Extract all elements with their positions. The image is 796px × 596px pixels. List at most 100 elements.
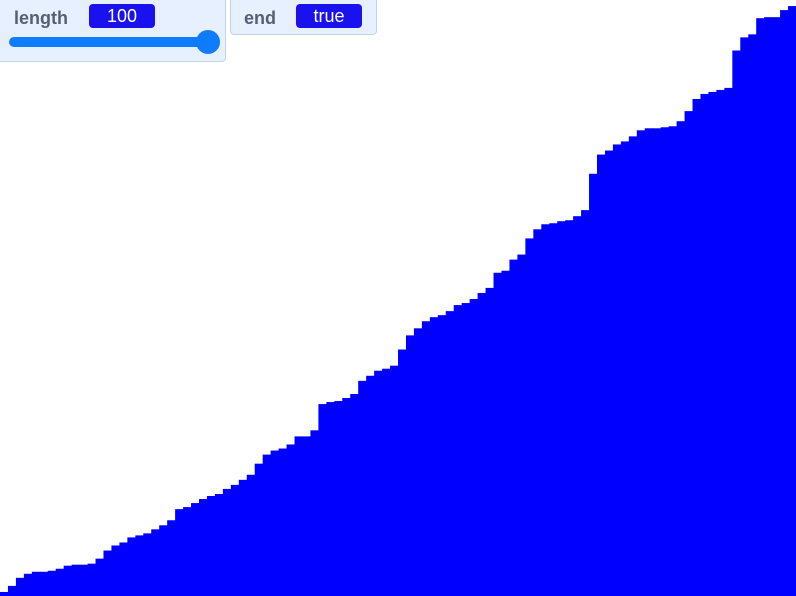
bar-9: [71, 564, 81, 596]
bar-32: [254, 463, 264, 596]
bar-60: [477, 292, 487, 596]
bar-17: [135, 535, 144, 596]
bar-50: [398, 349, 407, 596]
length-variable-monitor: length 100: [0, 0, 226, 62]
bar-30: [238, 479, 248, 596]
bar-52: [413, 328, 423, 596]
bar-48: [382, 368, 391, 596]
bar-83: [660, 127, 670, 596]
bar-42: [334, 401, 343, 596]
bar-0: [0, 591, 9, 596]
bar-18: [143, 533, 152, 596]
bar-63: [501, 270, 511, 596]
bar-16: [127, 537, 136, 596]
bar-12: [95, 558, 105, 596]
bar-24: [191, 503, 200, 596]
bar-97: [772, 17, 781, 596]
bar-41: [326, 402, 335, 596]
bar-14: [111, 545, 120, 596]
bar-73: [581, 210, 590, 596]
end-variable-monitor: end true: [230, 0, 377, 35]
bar-93: [740, 37, 749, 596]
bar-34: [270, 450, 280, 596]
bar-49: [390, 365, 399, 596]
bar-96: [764, 17, 773, 596]
bar-28: [222, 488, 232, 596]
bar-55: [437, 315, 447, 596]
bar-45: [358, 380, 367, 596]
bar-64: [509, 259, 518, 596]
bar-25: [199, 499, 208, 596]
bar-44: [350, 393, 359, 596]
bar-31: [246, 474, 256, 596]
bar-57: [453, 305, 463, 596]
bar-38: [302, 436, 312, 596]
bar-82: [652, 128, 662, 596]
bar-79: [628, 136, 638, 596]
bar-92: [732, 50, 741, 596]
bar-29: [230, 484, 240, 596]
bar-91: [724, 87, 733, 596]
bar-6: [47, 570, 57, 596]
bar-3: [23, 573, 33, 596]
bar-85: [676, 121, 686, 596]
bar-95: [756, 18, 765, 596]
bar-8: [63, 565, 73, 596]
bar-78: [620, 141, 630, 596]
bar-23: [183, 507, 192, 596]
bar-75: [597, 154, 606, 596]
bar-13: [103, 550, 113, 596]
bar-89: [708, 91, 717, 596]
bar-88: [700, 93, 710, 596]
length-value: 100: [89, 4, 155, 28]
bar-77: [612, 144, 622, 596]
bar-53: [421, 321, 431, 596]
bar-35: [278, 448, 288, 596]
bar-37: [294, 436, 304, 596]
bar-7: [55, 568, 65, 596]
length-slider-track[interactable]: [9, 37, 209, 47]
bar-71: [565, 220, 574, 596]
bar-72: [573, 216, 582, 596]
bar-19: [151, 529, 160, 596]
bar-84: [668, 126, 678, 596]
bar-20: [159, 525, 168, 596]
bar-76: [604, 150, 614, 596]
bar-59: [469, 299, 479, 596]
bar-94: [748, 34, 757, 596]
bar-74: [589, 173, 598, 596]
end-value: true: [296, 4, 362, 28]
bar-67: [533, 229, 542, 596]
bar-5: [39, 571, 49, 596]
bar-87: [692, 99, 702, 596]
bar-99: [788, 6, 796, 596]
bar-22: [175, 509, 184, 596]
bar-39: [310, 430, 319, 596]
bar-47: [374, 370, 383, 596]
bar-51: [405, 335, 415, 596]
bar-56: [445, 311, 455, 596]
bar-86: [684, 111, 694, 596]
end-label: end: [244, 8, 277, 28]
bar-27: [214, 493, 224, 596]
bar-54: [429, 317, 439, 596]
bar-98: [780, 10, 789, 596]
bar-33: [262, 454, 272, 596]
bar-70: [557, 221, 566, 596]
bar-69: [549, 223, 558, 596]
bar-90: [716, 89, 725, 596]
length-slider-thumb[interactable]: [196, 30, 220, 54]
bar-2: [15, 577, 25, 596]
bar-61: [485, 287, 495, 596]
bar-11: [87, 563, 97, 596]
bar-4: [31, 571, 41, 596]
bar-26: [206, 495, 216, 596]
bar-1: [7, 585, 17, 596]
bar-10: [79, 564, 89, 596]
bar-58: [461, 303, 471, 596]
bar-80: [636, 130, 646, 596]
bar-40: [318, 404, 327, 596]
bar-62: [493, 272, 503, 596]
